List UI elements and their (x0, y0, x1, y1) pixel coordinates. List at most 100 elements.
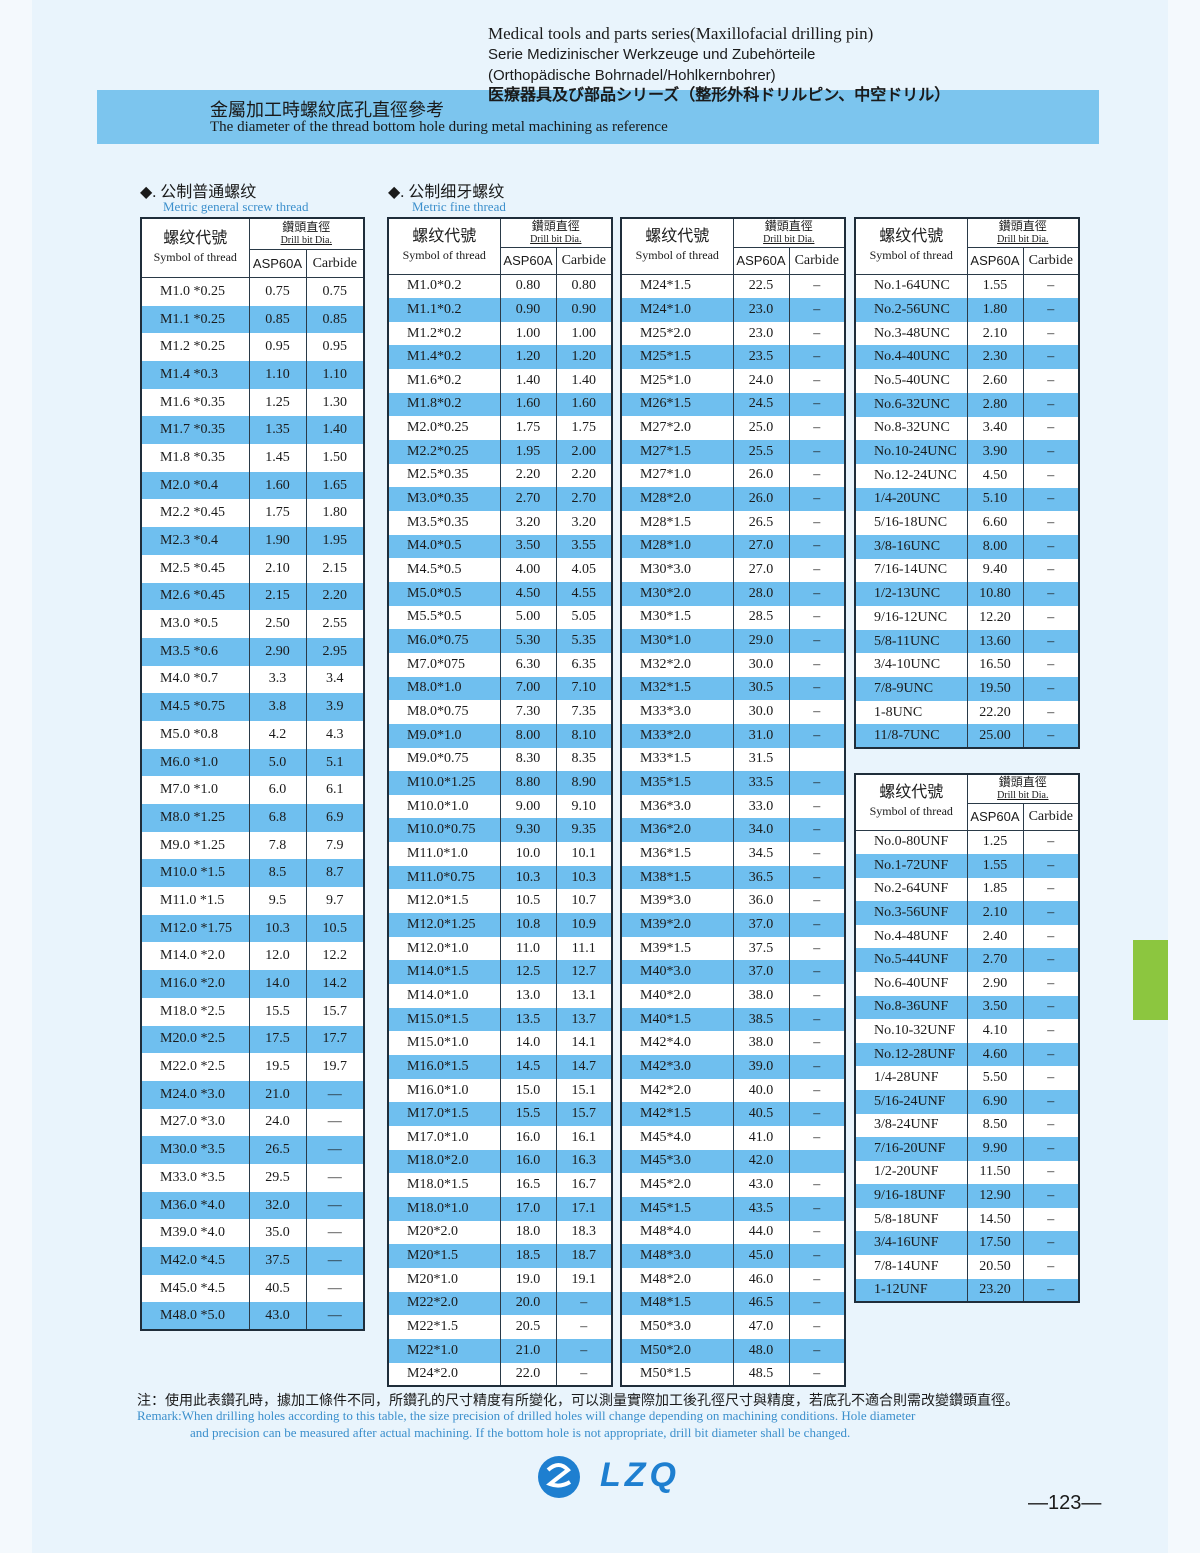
carbide-value: 0.85 (305, 305, 365, 334)
asp-value: 33.5 (732, 771, 789, 795)
carbide-value: 9.35 (555, 818, 613, 843)
table-row: M27*2.0 25.0– (620, 416, 846, 440)
table-row: M10.0*1.0 9.00 9.10 (387, 794, 613, 819)
table-row: M50*3.0 47.0– (620, 1315, 846, 1339)
table-row: 1/2-20UNF 11.50– (854, 1160, 1080, 1185)
thread-symbol: M1.4*0.2 (387, 345, 500, 369)
table-row: M2.6 *0.45 2.15 2.20 (140, 582, 365, 611)
thread-symbol: M45*1.5 (620, 1196, 733, 1221)
thread-symbol: 3/8-16UNC (854, 534, 967, 559)
carbide-value: 18.3 (555, 1220, 613, 1245)
asp-value: 31.0 (732, 723, 789, 748)
thread-symbol: M10.0*1.0 (387, 794, 500, 819)
thread-symbol: M45*4.0 (620, 1126, 733, 1150)
table-row: M28*2.0 26.0– (620, 487, 846, 511)
header-drill-zh: 鑽頭直徑 (531, 219, 580, 233)
table-row: M7.0 *1.0 6.0 6.1 (140, 776, 365, 805)
thread-symbol: M50*2.0 (620, 1338, 733, 1363)
header-carbide: Carbide (305, 248, 365, 279)
table-row: M50*2.0 48.0– (620, 1338, 846, 1363)
carbide-value: – (788, 794, 846, 819)
thread-symbol: No.0-80UNF (854, 830, 967, 854)
table-row: M2.0*0.25 1.75 1.75 (387, 416, 613, 440)
asp-value: 16.50 (966, 653, 1023, 678)
thread-symbol: M9.0*1.0 (387, 723, 500, 748)
carbide-value: – (1022, 629, 1080, 654)
asp-value: 27.0 (732, 534, 789, 559)
asp-value: 41.0 (732, 1126, 789, 1150)
table-header: 螺纹代號 Symbol of thread 鑽頭直徑 Drill bit Dia. AS… (854, 217, 1080, 275)
carbide-value: – (788, 889, 846, 914)
table-row: M42*4.0 38.0– (620, 1031, 846, 1056)
carbide-value: 5.05 (555, 605, 613, 630)
asp-value: 37.5 (248, 1247, 306, 1275)
thread-symbol: M2.0*0.25 (387, 416, 500, 440)
carbide-value: 14.7 (555, 1055, 613, 1079)
thread-symbol: M30.0 *3.5 (140, 1136, 249, 1164)
thread-symbol: M27*1.5 (620, 439, 733, 464)
thread-symbol: M39*1.5 (620, 936, 733, 961)
asp-value: 1.75 (499, 416, 556, 440)
asp-value: 18.5 (499, 1244, 556, 1268)
asp-value: 47.0 (732, 1315, 789, 1339)
carbide-value: — (305, 1108, 365, 1137)
carbide-value: – (788, 1031, 846, 1056)
section-title: ◆. 公制普通螺纹 (140, 184, 257, 201)
table-row: M11.0 *1.5 9.5 9.7 (140, 887, 365, 915)
thread-symbol: No.8-36UNF (854, 995, 967, 1020)
asp-value: 2.50 (248, 610, 306, 638)
table-row: M7.0*075 6.30 6.35 (387, 652, 613, 677)
table-body: M1.0 *0.25 0.75 0.75 M1.1 *0.25 0.85 0.85 M1.2… (140, 277, 365, 1331)
thread-symbol: M4.0 *0.7 (140, 665, 249, 694)
carbide-value: – (788, 274, 846, 299)
asp-value: 1.00 (499, 321, 556, 346)
table-row: M2.5 *0.45 2.10 2.15 (140, 554, 365, 583)
header-drill: 鑽頭直徑 Drill bit Dia. (732, 217, 846, 248)
thread-symbol: M40*2.0 (620, 984, 733, 1008)
header-symbol: 螺纹代號 Symbol of thread (854, 773, 968, 831)
header-row: 螺纹代號 Symbol of thread 鑽頭直徑 Drill bit Dia. (854, 217, 1080, 275)
carbide-value: 9.7 (305, 887, 365, 915)
thread-symbol: No.12-24UNC (854, 463, 967, 488)
thread-symbol: M30*1.0 (620, 629, 733, 653)
carbide-value: – (1022, 853, 1080, 878)
asp-value: 30.5 (732, 676, 789, 701)
carbide-value: 15.1 (555, 1078, 613, 1103)
asp-value: 1.40 (499, 369, 556, 393)
table-row: M17.0*1.5 15.5 15.7 (387, 1102, 613, 1126)
asp-value: 14.0 (499, 1031, 556, 1056)
table-row: No.2-64UNF 1.85– (854, 877, 1080, 902)
carbide-value: 18.7 (555, 1244, 613, 1268)
carbide-value: 2.95 (305, 637, 365, 666)
carbide-value: – (788, 416, 846, 440)
header-symbol-zh: 螺纹代號 (879, 784, 944, 802)
asp-value: 27.0 (732, 558, 789, 582)
asp-value: 38.0 (732, 1031, 789, 1056)
carbide-value: – (1022, 582, 1080, 606)
table-row: M3.0*0.35 2.70 2.70 (387, 487, 613, 511)
thread-symbol: M48*4.0 (620, 1220, 733, 1245)
asp-value: 20.50 (966, 1255, 1023, 1279)
carbide-value: 7.10 (555, 676, 613, 701)
thread-symbol: M22.0 *2.5 (140, 1053, 249, 1081)
carbide-value: – (788, 1267, 846, 1292)
table-row: M30.0 *3.5 26.5— (140, 1136, 365, 1164)
table-row: M8.0 *1.25 6.8 6.9 (140, 804, 365, 832)
table-row: M1.8*0.2 1.60 1.60 (387, 392, 613, 417)
asp-value: 23.20 (966, 1278, 1023, 1303)
carbide-value: 3.20 (555, 510, 613, 535)
carbide-value: 6.35 (555, 652, 613, 677)
carbide-value: – (1022, 1160, 1080, 1185)
asp-value: 22.0 (499, 1362, 556, 1387)
thread-symbol: M17.0*1.5 (387, 1102, 500, 1126)
header-drill: 鑽頭直徑 Drill bit Dia. (248, 217, 365, 250)
asp-value: 1.25 (966, 830, 1023, 854)
thread-symbol: M20*1.0 (387, 1267, 500, 1292)
asp-value: 1.90 (248, 527, 306, 555)
carbide-value: – (788, 581, 846, 606)
carbide-value: – (1022, 924, 1080, 949)
thread-symbol: M42*4.0 (620, 1031, 733, 1056)
thread-symbol: 3/4-10UNC (854, 653, 967, 678)
asp-value: 2.10 (966, 901, 1023, 925)
asp-value: 26.0 (732, 463, 789, 488)
